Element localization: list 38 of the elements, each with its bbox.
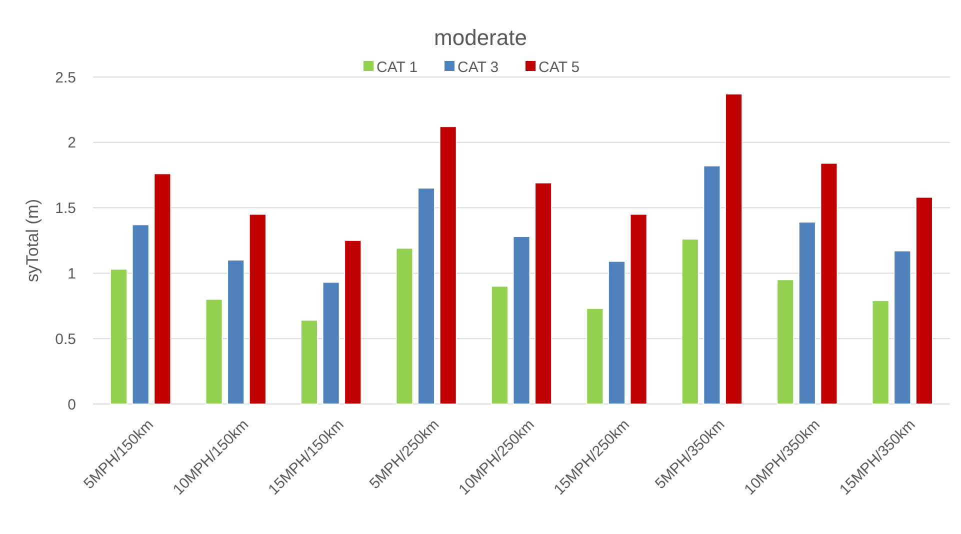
bar	[491, 286, 508, 404]
bar	[322, 282, 340, 404]
legend-label: CAT 1	[376, 59, 418, 76]
bar	[418, 188, 435, 404]
bar	[300, 320, 318, 404]
bar	[249, 214, 266, 404]
bar	[682, 238, 699, 404]
bar	[512, 236, 530, 404]
y-tick-label: 1	[68, 265, 76, 282]
bar	[703, 166, 721, 404]
chart-title: moderate	[434, 25, 527, 50]
bar	[154, 173, 172, 404]
bar	[110, 268, 128, 404]
bar	[132, 224, 150, 404]
bar	[820, 162, 838, 404]
legend-label: CAT 3	[458, 59, 499, 76]
bar	[894, 250, 911, 404]
bar	[630, 214, 648, 404]
y-tick-label: 0.5	[55, 330, 76, 348]
y-tick-label: 2	[68, 134, 76, 152]
bar	[205, 298, 223, 404]
bar	[776, 279, 794, 404]
bar	[725, 94, 742, 404]
y-tick-label: 0	[68, 396, 76, 414]
bar	[586, 308, 604, 404]
bar	[534, 182, 552, 404]
legend-label: CAT 5	[538, 59, 580, 76]
bar	[396, 248, 414, 404]
y-tick-label: 1.5	[55, 200, 76, 218]
bar	[608, 261, 626, 404]
bar	[872, 300, 890, 404]
y-axis-title: syTotal (m)	[23, 198, 42, 282]
bar	[798, 222, 816, 404]
y-tick-label: 2.5	[55, 69, 76, 86]
bar	[916, 196, 933, 404]
bar	[344, 240, 362, 404]
bar	[227, 260, 244, 404]
bar	[440, 126, 457, 404]
